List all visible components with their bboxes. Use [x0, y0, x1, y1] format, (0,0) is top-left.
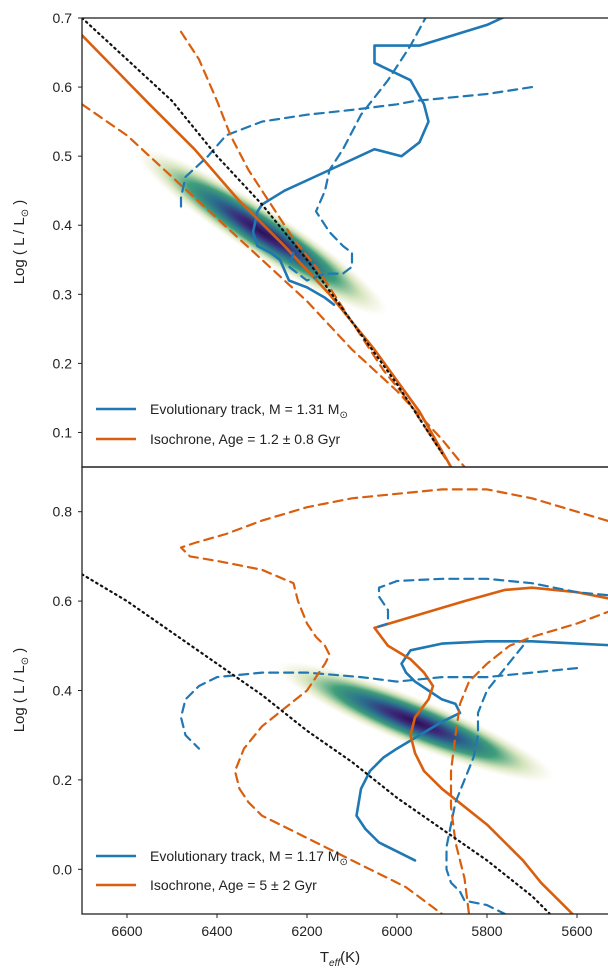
- top-y-axis-label: Log ( L / L⊙ ): [11, 200, 31, 285]
- top-panel: 0.1 0.2 0.3 0.4 0.5 0.6 0.7 Log ( L / L⊙ ) Evo…: [11, 10, 608, 468]
- top-y-ticks: 0.1 0.2 0.3 0.4 0.5 0.6 0.7: [53, 10, 82, 440]
- top-series-group: [82, 18, 534, 467]
- bottom-track-error-line-4: [445, 644, 525, 914]
- top-isochrone-line-1: [82, 33, 453, 467]
- top-y-tick-label: 0.3: [53, 286, 73, 302]
- bottom-legend-track-label: Evolutionary track, M = 1.17 M⊙: [150, 848, 348, 868]
- top-y-tick-label: 0.1: [53, 424, 73, 440]
- bottom-y-tick-label: 0.8: [53, 504, 73, 520]
- posterior-density-top: [135, 147, 389, 317]
- top-y-tick-label: 0.4: [53, 217, 73, 233]
- top-density-blob: [135, 147, 389, 317]
- bottom-y-tick-label: 0.2: [53, 772, 73, 788]
- top-y-tick-label: 0.6: [53, 79, 73, 95]
- bottom-x-tick-label: 6600: [111, 923, 142, 939]
- bottom-isochrone-error-line-6: [449, 610, 608, 914]
- top-zams-line-6: [82, 18, 444, 455]
- bottom-isochrone-error-line-7: [238, 787, 444, 914]
- bottom-track-error-line-3: [179, 666, 579, 750]
- top-track-error-lower-line-3: [287, 18, 427, 282]
- bottom-y-tick-label: 0.4: [53, 683, 73, 699]
- top-legend-track-label: Evolutionary track, M = 1.31 M⊙: [150, 401, 348, 421]
- bottom-y-axis-label: Log ( L / L⊙ ): [11, 648, 31, 733]
- top-isochrone-error-line-4: [82, 103, 466, 467]
- bottom-x-tick-label: 6200: [291, 923, 322, 939]
- top-legend-isochrone-label: Isochrone, Age = 1.2 ± 0.8 Gyr: [150, 431, 341, 447]
- bottom-isochrone-line-1: [373, 586, 608, 914]
- bottom-x-ticks: 6600 6400 6200 6000 5800 5600: [111, 914, 593, 939]
- bottom-series-group: [82, 488, 608, 914]
- bottom-y-tick-label: 0.6: [53, 593, 73, 609]
- bottom-x-axis-label: Teff(K): [320, 949, 360, 969]
- top-y-tick-label: 0.2: [53, 355, 73, 371]
- bottom-y-ticks: 0.0 0.2 0.4 0.6 0.8: [53, 504, 82, 877]
- top-y-tick-label: 0.5: [53, 148, 73, 164]
- top-y-tick-label: 0.7: [53, 10, 73, 26]
- top-axes-frame: [81, 17, 608, 468]
- bottom-y-tick-label: 0.0: [53, 861, 73, 877]
- bottom-track-error-line-2: [373, 577, 608, 630]
- bottom-zams-line-8: [82, 573, 552, 914]
- bottom-x-tick-label: 5600: [561, 923, 592, 939]
- top-legend: Evolutionary track, M = 1.31 M⊙ Isochron…: [96, 401, 348, 447]
- bottom-legend: Evolutionary track, M = 1.17 M⊙ Isochron…: [96, 848, 348, 893]
- bottom-track-line-0: [355, 639, 608, 862]
- bottom-isochrone-error-line-5: [179, 488, 608, 790]
- top-track-error-upper-line-2: [179, 85, 534, 213]
- bottom-x-tick-label: 6400: [201, 923, 232, 939]
- top-track-line-0: [251, 18, 506, 307]
- bottom-legend-isochrone-label: Isochrone, Age = 5 ± 2 Gyr: [150, 877, 317, 893]
- bottom-x-tick-label: 6000: [381, 923, 412, 939]
- bottom-x-tick-label: 5800: [471, 923, 502, 939]
- bottom-panel: 0.0 0.2 0.4 0.6 0.8 6600 6400 6200 6000 5800 5600…: [11, 466, 608, 969]
